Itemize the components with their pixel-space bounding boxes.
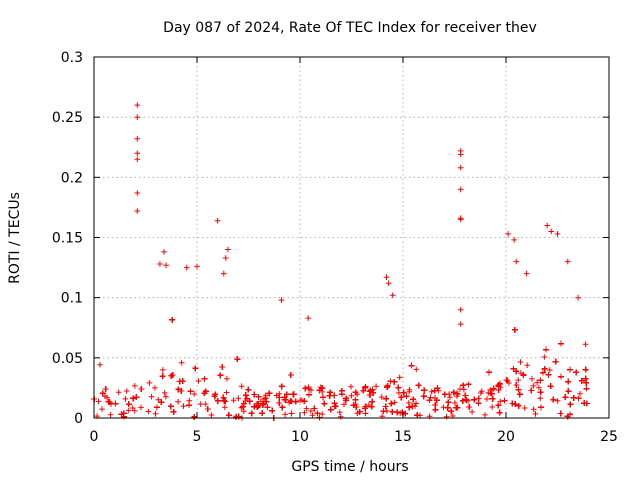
- data-point-marker: [348, 392, 355, 399]
- data-point-marker: [297, 397, 303, 403]
- data-point-marker: [484, 396, 490, 402]
- data-point-marker: [161, 390, 168, 396]
- data-point-marker: [99, 406, 105, 412]
- data-point-marker: [107, 411, 114, 418]
- data-point-marker: [95, 398, 102, 405]
- data-point-marker: [305, 384, 312, 390]
- data-point-marker: [440, 404, 447, 411]
- data-point-marker: [469, 409, 475, 415]
- data-point-marker: [582, 341, 589, 347]
- data-point-marker: [223, 389, 230, 396]
- data-point-marker: [160, 367, 166, 373]
- data-point-marker: [497, 398, 504, 405]
- data-point-marker: [235, 395, 242, 402]
- data-point-marker: [341, 401, 347, 408]
- data-point-marker: [241, 408, 247, 415]
- data-point-marker: [122, 396, 129, 402]
- data-point-marker: [178, 360, 185, 366]
- data-point-marker: [529, 376, 535, 382]
- data-point-marker: [534, 379, 540, 386]
- data-point-marker: [373, 383, 379, 390]
- data-point-marker: [536, 384, 542, 391]
- data-point-marker: [97, 361, 103, 368]
- data-point-marker: [396, 374, 403, 381]
- data-point-marker: [125, 407, 132, 414]
- data-point-marker: [452, 400, 458, 406]
- data-point-marker: [530, 406, 537, 413]
- data-point-marker: [138, 404, 144, 411]
- data-point-marker: [175, 398, 181, 405]
- data-point-marker: [145, 408, 152, 415]
- data-point-marker: [282, 411, 288, 418]
- data-point-marker: [447, 394, 453, 400]
- data-point-marker: [309, 412, 316, 419]
- data-point-marker: [517, 359, 524, 365]
- data-point-marker: [224, 375, 230, 382]
- data-point-marker: [524, 362, 530, 368]
- data-point-marker: [303, 405, 310, 412]
- data-point-marker: [547, 367, 553, 373]
- data-point-marker: [348, 383, 354, 390]
- data-point-marker: [163, 393, 169, 400]
- data-point-marker: [489, 404, 495, 410]
- data-point-marker: [541, 354, 548, 360]
- data-point-marker: [443, 413, 450, 420]
- data-point-marker: [132, 383, 138, 389]
- data-point-marker: [319, 411, 325, 417]
- data-point-marker: [521, 405, 528, 411]
- data-point-marker: [530, 383, 537, 389]
- data-point-marker: [338, 414, 344, 420]
- data-point-marker: [129, 405, 136, 411]
- data-point-marker: [191, 391, 197, 397]
- data-point-marker: [428, 388, 435, 395]
- data-point-marker: [301, 410, 308, 416]
- data-point-marker: [180, 403, 187, 409]
- data-point-marker: [554, 398, 561, 404]
- data-point-marker: [379, 394, 385, 400]
- data-point-marker: [396, 390, 402, 396]
- data-point-marker: [485, 390, 492, 396]
- data-point-marker: [406, 388, 412, 395]
- data-point-marker: [532, 411, 539, 417]
- data-points: [91, 102, 590, 421]
- data-point-marker: [195, 378, 202, 384]
- data-point-marker: [197, 401, 204, 407]
- data-point-marker: [102, 393, 108, 399]
- data-point-marker: [115, 389, 122, 395]
- data-point-marker: [202, 401, 209, 407]
- data-point-marker: [354, 410, 361, 416]
- data-point-marker: [413, 366, 420, 373]
- data-point-marker: [146, 380, 153, 386]
- data-point-marker: [362, 410, 369, 417]
- data-point-marker: [238, 383, 245, 389]
- data-point-marker: [391, 399, 398, 406]
- data-point-marker: [152, 385, 158, 391]
- data-point-marker: [152, 411, 159, 417]
- grid-lines: [94, 57, 609, 418]
- data-point-marker: [515, 377, 521, 383]
- data-point-marker: [124, 388, 130, 394]
- data-point-marker: [461, 386, 467, 393]
- data-point-marker: [537, 395, 543, 402]
- data-point-marker: [148, 393, 155, 400]
- data-point-marker: [155, 397, 162, 403]
- data-point-marker: [506, 380, 512, 386]
- data-point-marker: [230, 397, 237, 403]
- data-point-marker: [233, 414, 239, 421]
- data-point-marker: [337, 409, 343, 416]
- data-point-marker: [308, 408, 314, 414]
- data-point-marker: [222, 404, 228, 410]
- data-point-marker: [208, 412, 215, 418]
- data-point-marker: [479, 388, 485, 394]
- data-point-marker: [487, 387, 493, 393]
- data-point-marker: [577, 390, 583, 397]
- data-point-marker: [482, 412, 488, 418]
